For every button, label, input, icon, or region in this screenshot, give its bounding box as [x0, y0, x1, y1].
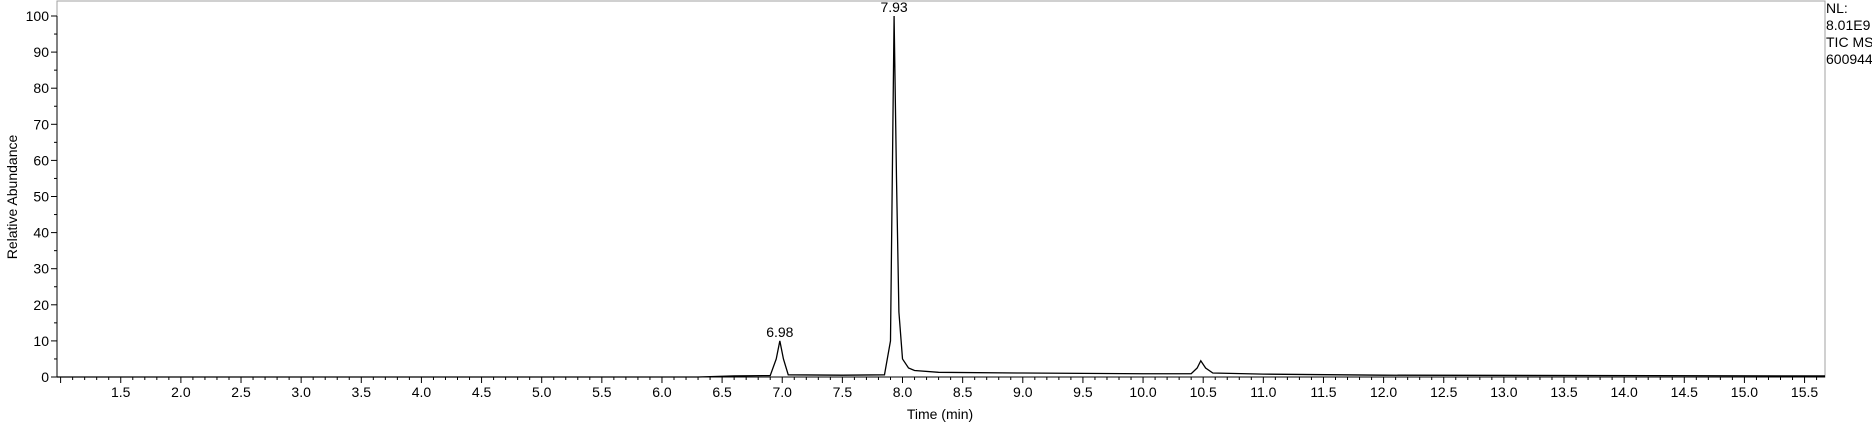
y-tick-label: 50 — [33, 189, 49, 205]
y-tick-label: 30 — [33, 261, 49, 277]
y-tick-label: 60 — [33, 152, 49, 168]
x-tick-label: 7.0 — [773, 384, 793, 400]
y-tick-label: 40 — [33, 225, 49, 241]
x-tick-label: 4.5 — [472, 384, 492, 400]
x-tick-label: 3.5 — [352, 384, 372, 400]
x-tick-label: 11.5 — [1310, 384, 1336, 400]
x-tick-label: 9.5 — [1073, 384, 1093, 400]
x-tick-label: 8.0 — [893, 384, 913, 400]
info-line-scan: TIC MS — [1826, 34, 1872, 50]
peak-label: 7.93 — [880, 0, 907, 15]
info-line-nl: NL: — [1826, 0, 1848, 16]
x-tick-label: 10.0 — [1129, 384, 1156, 400]
x-tick-label: 6.5 — [712, 384, 732, 400]
x-tick-label: 12.5 — [1430, 384, 1457, 400]
y-tick-label: 90 — [33, 44, 49, 60]
x-tick-label: 5.5 — [592, 384, 612, 400]
y-tick-label: 80 — [33, 80, 49, 96]
x-tick-label: 5.0 — [532, 384, 552, 400]
plot-frame — [56, 0, 1826, 378]
x-tick-label: 13.0 — [1490, 384, 1517, 400]
x-tick-label: 15.0 — [1731, 384, 1758, 400]
peak-labels: 6.98 7.93 — [766, 0, 908, 340]
x-axis-title: Time (min) — [907, 406, 973, 422]
x-tick-label: 4.0 — [412, 384, 432, 400]
info-line-file: 600944 — [1826, 51, 1872, 67]
y-tick-label: 70 — [33, 116, 49, 132]
y-tick-label: 20 — [33, 297, 49, 313]
x-tick-label: 14.0 — [1611, 384, 1638, 400]
y-axis-ticks: 0 10 20 30 40 50 60 70 80 90 100 — [26, 8, 57, 385]
x-tick-label: 7.5 — [833, 384, 853, 400]
x-tick-label: 3.0 — [291, 384, 311, 400]
normalization-info: NL: 8.01E9 TIC MS 600944 — [1826, 0, 1872, 68]
x-tick-label: 14.5 — [1671, 384, 1698, 400]
x-tick-label: 8.5 — [953, 384, 973, 400]
x-tick-label: 13.5 — [1550, 384, 1577, 400]
x-tick-label: 1.5 — [111, 384, 131, 400]
x-tick-label: 2.5 — [231, 384, 251, 400]
y-tick-label: 10 — [33, 333, 49, 349]
x-tick-label: 12.0 — [1370, 384, 1397, 400]
x-tick-label: 15.5 — [1791, 384, 1818, 400]
series-line — [57, 15, 1826, 378]
y-tick-label: 0 — [41, 369, 49, 385]
y-axis-title: Relative Abundance — [4, 135, 20, 260]
info-line-value: 8.01E9 — [1826, 17, 1871, 33]
x-tick-label: 9.0 — [1013, 384, 1033, 400]
x-tick-label: 2.0 — [171, 384, 191, 400]
x-tick-label: 10.5 — [1190, 384, 1217, 400]
x-axis-ticks: 1.5 2.0 2.5 3.0 3.5 4.0 4.5 5.0 5.5 6.0 6.5 7.0 7.5 8… — [60, 377, 1818, 400]
y-tick-label: 100 — [26, 8, 50, 24]
x-tick-label: 6.0 — [652, 384, 672, 400]
x-tick-label: 11.0 — [1250, 384, 1276, 400]
peak-label: 6.98 — [766, 324, 793, 340]
